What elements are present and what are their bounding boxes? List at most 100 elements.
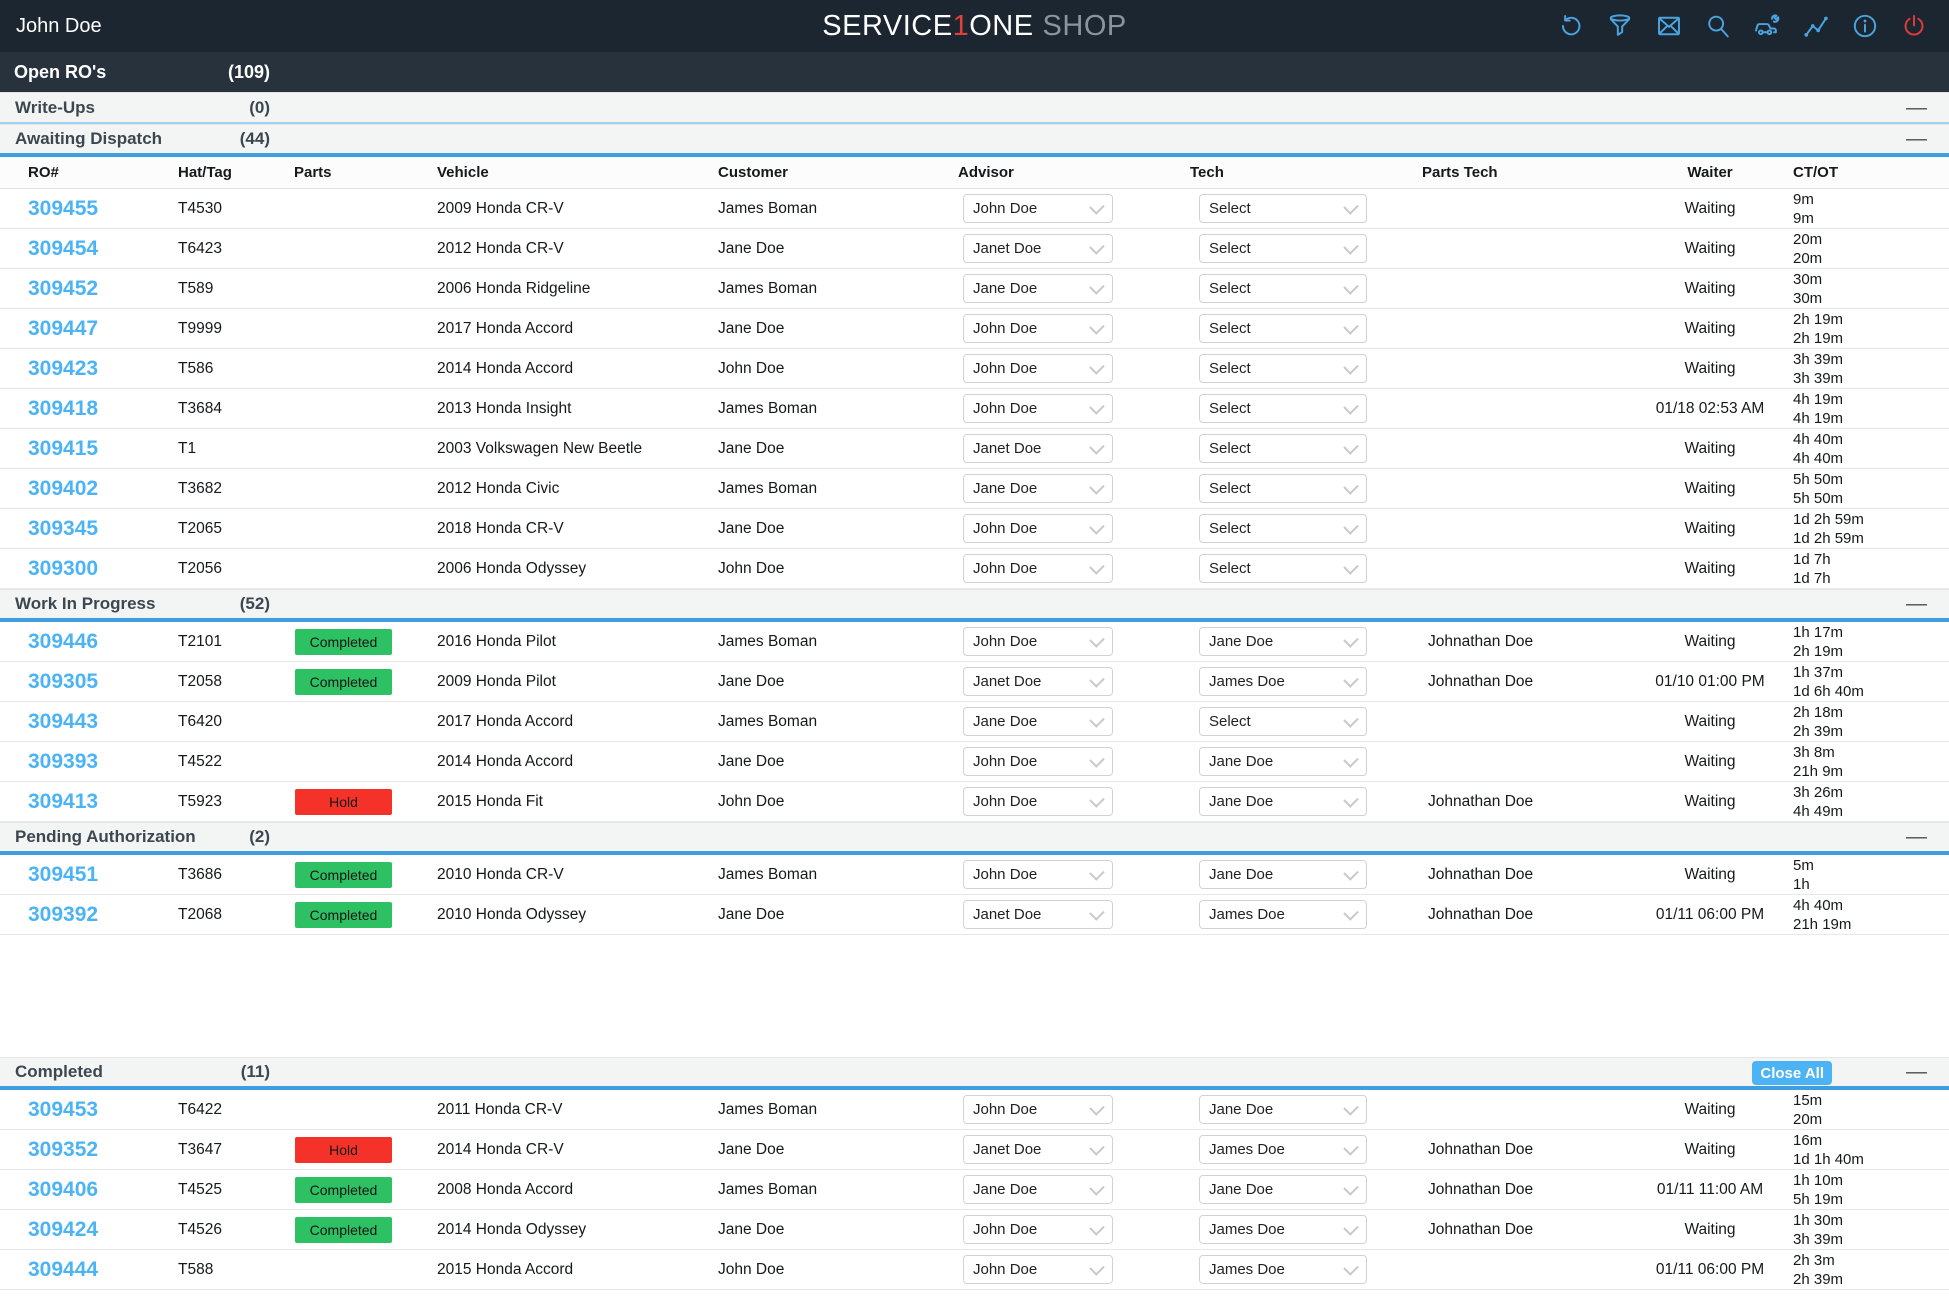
tech-select[interactable]: Select: [1199, 314, 1367, 343]
tech-cell: Select: [1185, 434, 1390, 463]
ro-number-link[interactable]: 309452: [28, 276, 99, 300]
collapse-section-icon[interactable]: —: [1906, 592, 1927, 615]
collapse-section-icon[interactable]: —: [1906, 825, 1927, 848]
collapse-section-icon[interactable]: —: [1906, 95, 1927, 119]
advisor-select[interactable]: John Doe: [963, 514, 1113, 543]
advisor-select[interactable]: John Doe: [963, 394, 1113, 423]
tech-select[interactable]: James Doe: [1199, 1255, 1367, 1284]
ro-number-link[interactable]: 309418: [28, 396, 99, 420]
tech-select[interactable]: Select: [1199, 474, 1367, 503]
car-service-icon[interactable]: [1754, 13, 1780, 39]
advisor-select[interactable]: John Doe: [963, 1255, 1113, 1284]
advisor-select[interactable]: John Doe: [963, 554, 1113, 583]
ro-number-link[interactable]: 309444: [28, 1257, 99, 1281]
collapse-section-icon[interactable]: —: [1906, 1060, 1927, 1083]
tech-select[interactable]: Select: [1199, 194, 1367, 223]
tech-select[interactable]: Select: [1199, 394, 1367, 423]
tech-select[interactable]: Jane Doe: [1199, 627, 1367, 656]
tech-select[interactable]: Select: [1199, 707, 1367, 736]
ro-number-link[interactable]: 309423: [28, 356, 99, 380]
section-header-completed[interactable]: Completed (11) Close All —: [0, 1057, 1949, 1090]
tech-select[interactable]: Select: [1199, 514, 1367, 543]
advisor-select[interactable]: Janet Doe: [963, 667, 1113, 696]
section-header-pending-authorization[interactable]: Pending Authorization (2) —: [0, 822, 1949, 855]
advisor-select[interactable]: Jane Doe: [963, 274, 1113, 303]
ot-value: 9m: [1793, 209, 1814, 227]
ro-number-link[interactable]: 309446: [28, 629, 99, 653]
tech-select[interactable]: Select: [1199, 554, 1367, 583]
ro-number-link[interactable]: 309415: [28, 436, 99, 460]
advisor-select[interactable]: Janet Doe: [963, 900, 1113, 929]
tech-select[interactable]: James Doe: [1199, 667, 1367, 696]
ro-number-link[interactable]: 309352: [28, 1137, 99, 1161]
ro-number-link[interactable]: 309406: [28, 1177, 99, 1201]
ro-number-link[interactable]: 309447: [28, 316, 99, 340]
tech-select[interactable]: Jane Doe: [1199, 747, 1367, 776]
ro-number-link[interactable]: 309451: [28, 862, 99, 886]
parts-tech: Johnathan Doe: [1428, 1180, 1534, 1198]
tech-select[interactable]: Select: [1199, 274, 1367, 303]
collapse-section-icon[interactable]: —: [1906, 127, 1927, 150]
advisor-select[interactable]: Janet Doe: [963, 234, 1113, 263]
open-ros-bar[interactable]: Open RO's (109): [0, 52, 1949, 92]
advisor-cell: Jane Doe: [950, 274, 1185, 303]
ro-number-link[interactable]: 309305: [28, 669, 99, 693]
tech-select[interactable]: Select: [1199, 234, 1367, 263]
ro-number-link[interactable]: 309402: [28, 476, 99, 500]
hat-tag: T3682: [178, 479, 222, 497]
tech-select[interactable]: Select: [1199, 434, 1367, 463]
advisor-select[interactable]: Janet Doe: [963, 1135, 1113, 1164]
ro-number-link[interactable]: 309455: [28, 196, 99, 220]
info-icon[interactable]: [1852, 13, 1878, 39]
ct-value: 3h 26m: [1793, 783, 1844, 801]
tech-select[interactable]: James Doe: [1199, 1135, 1367, 1164]
ro-row: 309443 T6420 2017 Honda Accord James Boman J…: [0, 702, 1949, 742]
section-header-awaiting-dispatch[interactable]: Awaiting Dispatch (44) —: [0, 124, 1949, 157]
advisor-select[interactable]: John Doe: [963, 1215, 1113, 1244]
ro-number-link[interactable]: 309300: [28, 556, 99, 580]
tech-select[interactable]: Jane Doe: [1199, 1095, 1367, 1124]
advisor-select[interactable]: John Doe: [963, 194, 1113, 223]
vehicle: 2015 Honda Accord: [437, 1260, 574, 1278]
search-icon[interactable]: [1705, 13, 1731, 39]
column-header-parts: Parts: [294, 164, 332, 181]
tech-select[interactable]: Jane Doe: [1199, 1175, 1367, 1204]
tech-select[interactable]: Jane Doe: [1199, 787, 1367, 816]
column-header-customer: Customer: [718, 164, 789, 181]
filter-icon[interactable]: [1607, 13, 1633, 39]
advisor-select[interactable]: Jane Doe: [963, 707, 1113, 736]
section-header-write-ups[interactable]: Write-Ups (0) —: [0, 92, 1949, 124]
refresh-icon[interactable]: [1558, 13, 1584, 39]
tech-select[interactable]: James Doe: [1199, 1215, 1367, 1244]
tech-select[interactable]: Jane Doe: [1199, 860, 1367, 889]
power-icon[interactable]: [1901, 13, 1927, 39]
advisor-select[interactable]: John Doe: [963, 627, 1113, 656]
ro-number-link[interactable]: 309453: [28, 1097, 99, 1121]
advisor-select[interactable]: Jane Doe: [963, 474, 1113, 503]
advisor-select[interactable]: John Doe: [963, 860, 1113, 889]
close-all-button[interactable]: Close All: [1752, 1061, 1832, 1085]
waiter-status: 01/11 11:00 AM: [1656, 1180, 1764, 1198]
tech-select[interactable]: James Doe: [1199, 900, 1367, 929]
ro-number-link[interactable]: 309393: [28, 749, 99, 773]
advisor-select[interactable]: John Doe: [963, 787, 1113, 816]
ro-number-link[interactable]: 309392: [28, 902, 99, 926]
ro-number-link[interactable]: 309413: [28, 789, 99, 813]
advisor-cell: Janet Doe: [950, 900, 1185, 929]
advisor-select[interactable]: Janet Doe: [963, 434, 1113, 463]
chevron-down-icon: [1089, 439, 1105, 455]
activity-icon[interactable]: [1803, 13, 1829, 39]
mail-icon[interactable]: [1656, 13, 1682, 39]
advisor-select[interactable]: John Doe: [963, 314, 1113, 343]
advisor-select[interactable]: Jane Doe: [963, 1175, 1113, 1204]
section-header-work-in-progress[interactable]: Work In Progress (52) —: [0, 589, 1949, 622]
ro-number-link[interactable]: 309424: [28, 1217, 99, 1241]
advisor-select[interactable]: John Doe: [963, 747, 1113, 776]
ro-number-link[interactable]: 309345: [28, 516, 99, 540]
chevron-down-icon: [1343, 479, 1359, 495]
advisor-select[interactable]: John Doe: [963, 1095, 1113, 1124]
tech-select[interactable]: Select: [1199, 354, 1367, 383]
ro-number-link[interactable]: 309443: [28, 709, 99, 733]
ro-number-link[interactable]: 309454: [28, 236, 99, 260]
advisor-select[interactable]: John Doe: [963, 354, 1113, 383]
